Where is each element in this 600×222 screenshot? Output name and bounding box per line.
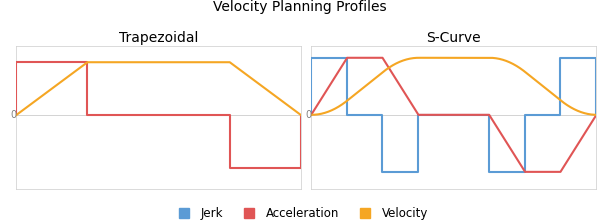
Legend: Jerk, Acceleration, Velocity: Jerk, Acceleration, Velocity (167, 202, 433, 222)
Text: Velocity Planning Profiles: Velocity Planning Profiles (213, 0, 387, 14)
Title: Trapezoidal: Trapezoidal (119, 31, 198, 45)
Title: S-Curve: S-Curve (426, 31, 481, 45)
Text: 0: 0 (10, 110, 16, 120)
Text: 0: 0 (305, 110, 311, 120)
